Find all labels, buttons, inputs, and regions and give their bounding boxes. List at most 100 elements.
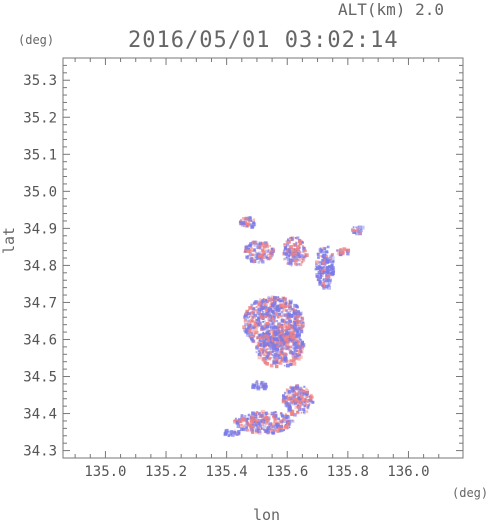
echo-cell: [274, 353, 278, 357]
echo-cell: [301, 245, 304, 248]
echo-cell: [270, 320, 275, 325]
echo-cell: [248, 335, 252, 339]
echo-cell: [252, 307, 256, 311]
echo-cell: [289, 320, 293, 323]
echo-cell: [262, 424, 267, 429]
echo-cell: [285, 363, 290, 368]
echo-cell: [247, 321, 251, 325]
echo-cell: [324, 264, 327, 267]
echo-cell: [260, 422, 265, 426]
echo-cell: [269, 363, 274, 368]
echo-cell: [346, 252, 349, 255]
echo-cell: [328, 259, 332, 264]
echo-cell: [299, 355, 303, 359]
echo-cell: [259, 316, 263, 320]
y-axis-unit: (deg): [18, 33, 55, 47]
echo-cell: [301, 324, 305, 328]
echo-cell: [273, 319, 276, 322]
echo-cell: [295, 237, 297, 240]
echo-cell: [250, 303, 254, 307]
echo-cell: [293, 262, 298, 266]
echo-cell: [293, 413, 297, 417]
echo-cell: [254, 320, 257, 324]
echo-cell: [286, 329, 289, 332]
echo-cell: [258, 321, 262, 325]
echo-cell: [248, 257, 251, 260]
echo-cell: [243, 319, 247, 323]
echo-cell: [275, 333, 278, 336]
echo-cell: [282, 396, 285, 399]
echo-cell: [279, 335, 283, 340]
echo-cell: [256, 429, 261, 433]
echo-cell: [246, 333, 250, 337]
echo-cell: [255, 318, 258, 322]
echo-cell: [259, 247, 262, 250]
echo-cell: [257, 300, 261, 304]
echo-cell: [271, 350, 274, 353]
echo-cell: [277, 355, 282, 360]
echo-cell: [280, 412, 283, 414]
echo-cell: [331, 266, 335, 270]
echo-cell: [283, 335, 286, 338]
echo-cell: [247, 218, 249, 221]
echo-cell: [246, 423, 251, 428]
echo-cell: [266, 362, 269, 365]
echo-cell: [243, 222, 246, 226]
echo-cell: [328, 274, 331, 278]
y-tick-label: 35.1: [23, 147, 57, 163]
echo-cell: [269, 254, 272, 257]
echo-cell: [294, 250, 297, 254]
echo-cell: [276, 423, 280, 427]
echo-cell: [252, 221, 256, 225]
echo-cell: [270, 316, 275, 320]
echo-cell: [287, 392, 291, 396]
echo-cell: [285, 401, 289, 406]
echo-cell: [268, 356, 271, 360]
echo-cell: [263, 336, 265, 339]
echo-cell: [270, 319, 274, 322]
echo-cell: [357, 229, 361, 233]
echo-cell: [346, 248, 351, 253]
echo-cell: [293, 324, 297, 329]
echo-cell: [285, 422, 288, 424]
echo-cell: [289, 310, 292, 312]
echo-cell: [298, 345, 302, 349]
echo-cell: [247, 311, 251, 316]
echo-cell: [286, 239, 291, 244]
echo-cell: [294, 405, 299, 410]
echo-cell: [285, 331, 289, 336]
echo-cell: [262, 384, 266, 388]
echo-cell: [271, 353, 274, 356]
echo-cell: [271, 425, 275, 429]
echo-cell: [265, 309, 269, 313]
echo-cell: [286, 396, 291, 400]
echo-cell: [262, 353, 265, 356]
echo-cell: [281, 344, 284, 348]
echo-cell: [255, 321, 258, 324]
echo-cell: [271, 326, 276, 330]
echo-cell: [250, 259, 253, 263]
echo-cell: [326, 274, 331, 279]
echo-cell: [326, 245, 329, 249]
echo-cell: [277, 426, 281, 430]
echo-cell: [273, 411, 276, 414]
echo-cell: [233, 420, 237, 424]
echo-cell: [296, 341, 298, 343]
echo-cell: [300, 340, 305, 345]
echo-cell: [264, 257, 267, 260]
echo-cell: [252, 426, 255, 429]
echo-cell: [298, 312, 302, 316]
echo-cell: [255, 410, 259, 414]
echo-cell: [285, 309, 288, 312]
echo-cell: [272, 348, 277, 353]
echo-cell: [280, 340, 284, 344]
echo-cell: [255, 345, 258, 349]
echo-cell: [277, 417, 280, 421]
echo-cell: [308, 396, 312, 399]
echo-cell: [252, 339, 256, 344]
echo-cell: [289, 313, 294, 318]
echo-cell: [324, 280, 327, 282]
echo-cell: [307, 395, 310, 398]
echo-cell: [300, 316, 303, 319]
echo-cell: [288, 299, 293, 304]
